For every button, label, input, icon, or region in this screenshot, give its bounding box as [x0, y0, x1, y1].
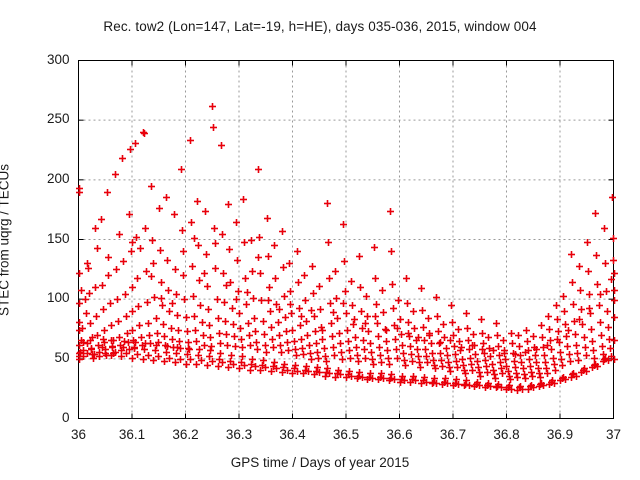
- x-tick-label: 36.9: [546, 426, 574, 442]
- y-tick-label: 150: [46, 230, 70, 246]
- x-tick-label: 36.2: [172, 426, 199, 442]
- x-tick-label: 36.8: [493, 426, 520, 442]
- y-tick-label: 100: [46, 290, 70, 306]
- y-tick-label: 300: [46, 51, 70, 67]
- y-tick-label: 200: [46, 170, 70, 186]
- grid-lines: [78, 60, 614, 419]
- y-tick-label: 0: [61, 409, 70, 425]
- x-tick-label: 36.1: [118, 426, 146, 442]
- data-points: [76, 103, 618, 394]
- x-tick-label: 36.6: [386, 426, 413, 442]
- x-tick-label: 36.3: [225, 426, 253, 442]
- x-tick-label: 36.4: [279, 426, 306, 442]
- y-tick-label: 250: [46, 111, 70, 127]
- x-tick-label: 36: [70, 426, 87, 442]
- y-tick-label: 50: [54, 349, 70, 365]
- chart-title: Rec. tow2 (Lon=147, Lat=-19, h=HE), days…: [103, 19, 537, 34]
- x-tick-label: 36.7: [439, 426, 467, 442]
- x-tick-label: 37: [605, 426, 622, 442]
- x-axis-label: GPS time / Days of year 2015: [230, 455, 410, 470]
- x-tick-label: 36.5: [332, 426, 360, 442]
